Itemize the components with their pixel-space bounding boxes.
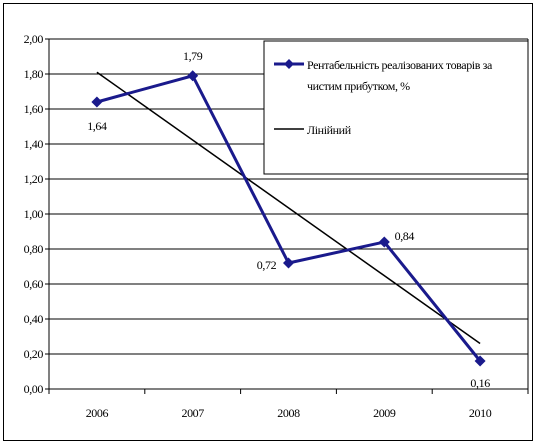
data-labels: 1,64 1,79 0,72 0,84 0,16: [87, 49, 490, 390]
y-tick-label: 1,40: [24, 137, 44, 151]
data-point-marker: [378, 236, 390, 248]
data-point-marker: [283, 257, 294, 269]
data-label: 1,64: [87, 119, 107, 133]
series-markers: [91, 70, 486, 367]
legend-series-label-line2: чистим прибутком, %: [307, 79, 410, 93]
data-label: 1,79: [183, 49, 203, 63]
y-tick-label: 1,80: [24, 67, 44, 81]
y-tick-labels: 0,00 0,20 0,40 0,60 0,80 1,00 1,20 1,40 1,60 1,80…: [24, 32, 44, 396]
y-tick-label: 0,20: [24, 347, 44, 361]
y-tick-label: 2,00: [24, 32, 44, 46]
x-tick-label: 2007: [181, 406, 204, 420]
data-point-marker: [474, 355, 486, 367]
data-point-marker: [187, 70, 199, 82]
line-chart: 0,00 0,20 0,40 0,60 0,80 1,00 1,20 1,40 1,60 1,80…: [24, 32, 529, 420]
x-tick-label: 2010: [469, 406, 492, 420]
data-label: 0,72: [257, 258, 277, 272]
y-tick-label: 1,60: [24, 102, 44, 116]
y-tick-label: 0,40: [24, 312, 44, 326]
legend-series-marker: [284, 59, 294, 69]
data-label: 0,16: [470, 376, 490, 390]
chart-frame: 0,00 0,20 0,40 0,60 0,80 1,00 1,20 1,40 1,60 1,80…: [3, 3, 533, 441]
y-tick-label: 1,20: [24, 172, 44, 186]
y-tick-label: 0,60: [24, 277, 44, 291]
trendline: [96, 71, 481, 345]
x-tick-label: 2009: [373, 406, 396, 420]
x-tick-label: 2006: [86, 406, 109, 420]
x-tick-label: 2008: [277, 406, 300, 420]
y-tick-label: 0,00: [24, 382, 44, 396]
legend: Рентабельність реалізованих товарів за ч…: [263, 40, 529, 175]
legend-series-label-line1: Рентабельність реалізованих товарів за: [307, 58, 493, 72]
legend-box: [263, 40, 529, 175]
y-tick-label: 1,00: [24, 207, 44, 221]
data-label: 0,84: [395, 229, 415, 243]
y-tick-label: 0,80: [24, 242, 44, 256]
legend-trend-label: Лінійний: [307, 123, 352, 137]
data-point-marker: [91, 96, 103, 108]
x-tick-labels: 2006 2007 2008 2009 2010: [86, 406, 492, 420]
